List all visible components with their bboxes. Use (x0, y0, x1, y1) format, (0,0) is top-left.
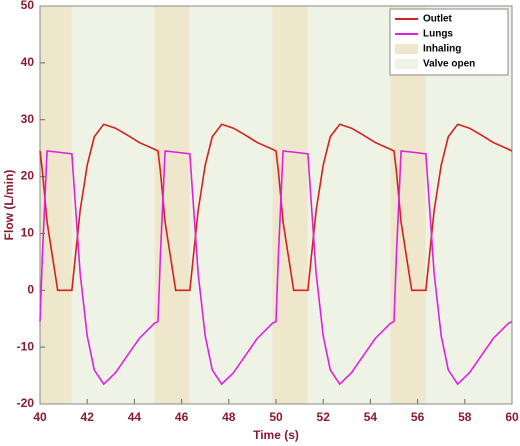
x-tick-label: 40 (33, 410, 47, 424)
legend-label: Valve open (423, 59, 475, 70)
legend-label: Lungs (423, 29, 453, 40)
series-line (39, 123, 513, 292)
y-axis-label: Flow (L/min) (2, 170, 16, 241)
x-tick-label: 58 (458, 410, 472, 424)
x-tick-label: 46 (175, 410, 189, 424)
y-tick-label: -10 (17, 339, 35, 353)
x-tick-label: 44 (128, 410, 142, 424)
region (189, 6, 273, 404)
x-tick-label: 48 (222, 410, 236, 424)
legend-label: Outlet (423, 14, 453, 25)
y-tick-label: 40 (21, 55, 35, 69)
region (272, 6, 308, 404)
y-tick-label: 10 (21, 226, 35, 240)
y-tick-label: 50 (21, 0, 35, 12)
y-tick-label: -20 (17, 396, 35, 410)
x-tick-label: 52 (317, 410, 331, 424)
legend-swatch (395, 59, 418, 69)
region (154, 6, 190, 404)
legend-swatch (395, 44, 418, 54)
x-tick-label: 56 (411, 410, 425, 424)
plot-frame (39, 5, 513, 405)
x-tick-label: 50 (269, 410, 283, 424)
y-tick-label: 20 (21, 169, 35, 183)
y-tick-label: 0 (27, 282, 34, 296)
y-tick-label: 30 (21, 112, 35, 126)
legend: Outlet Lungs Inhaling Valve open (389, 8, 509, 76)
region (71, 6, 155, 404)
x-tick-label: 60 (505, 410, 519, 424)
x-axis-label: Time (s) (253, 428, 299, 442)
x-tick-label: 54 (364, 410, 378, 424)
region (307, 6, 391, 404)
series-line (39, 150, 513, 386)
legend-label: Inhaling (423, 44, 461, 55)
x-tick-label: 42 (81, 410, 95, 424)
